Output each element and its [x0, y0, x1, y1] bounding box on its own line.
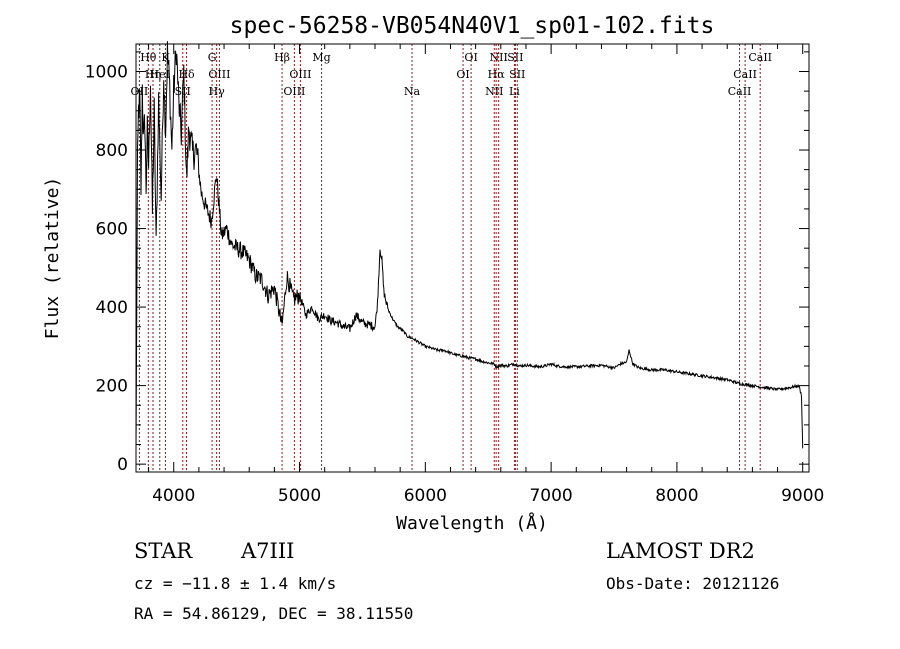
x-tick-label: 6000: [404, 486, 447, 506]
y-tick-label: 1000: [85, 62, 128, 82]
x-tick-label: 9000: [781, 486, 824, 506]
line-marker-label: CaII: [733, 68, 757, 81]
x-tick-label: 7000: [529, 486, 572, 506]
x-tick-label: 5000: [278, 486, 321, 506]
line-marker-label: Hα: [488, 68, 506, 81]
line-marker-label: CaII: [728, 85, 752, 98]
object-subclass: A7III: [241, 539, 295, 563]
axis-ticks: 4000 5000 6000 7000 8000 9000 0 200 400 600 800 100…: [85, 44, 824, 506]
line-marker-label: HeI: [150, 68, 170, 81]
y-tick-label: 600: [96, 220, 128, 240]
line-marker-label: OIII: [283, 85, 305, 98]
spectrum-line: [135, 41, 804, 451]
line-marker-label: Hδ: [178, 68, 195, 81]
line-marker-label: SII: [507, 51, 523, 64]
line-marker-label: NII: [485, 85, 503, 98]
object-class: STAR: [134, 539, 193, 563]
line-marker-label: G: [208, 51, 217, 64]
x-tick-label: 8000: [655, 486, 698, 506]
x-axis-label: Wavelength (Å): [396, 512, 548, 534]
plot-frame: [135, 43, 810, 473]
line-marker-label: K: [161, 51, 170, 64]
line-marker-label: CaII: [748, 51, 772, 64]
line-marker-label: Hη: [145, 68, 161, 81]
line-marker-label: Hγ: [209, 85, 226, 98]
line-marker-label: OI: [464, 51, 477, 64]
line-marker-label: OIII: [289, 68, 311, 81]
x-tick-label: 4000: [152, 486, 195, 506]
line-marker-label: OI: [456, 68, 469, 81]
y-tick-label: 400: [96, 298, 128, 318]
line-marker-label: Hθ: [140, 51, 157, 64]
y-tick-label: 0: [117, 455, 128, 475]
redshift-text: cz = −11.8 ± 1.4 km/s: [134, 574, 337, 593]
line-marker-label: Na: [404, 85, 421, 98]
obs-date-text: Obs-Date: 20121126: [606, 574, 780, 593]
y-axis-label: Flux (relative): [42, 177, 63, 340]
line-marker-label: OIII: [208, 68, 230, 81]
line-marker-label: Mg: [312, 51, 330, 64]
line-marker-label: Hβ: [274, 51, 290, 64]
spectrum-series: [135, 41, 804, 451]
line-marker-label: NII: [490, 51, 508, 64]
chart-title: spec-56258-VB054N40V1_sp01-102.fits: [230, 13, 715, 39]
survey-label: LAMOST DR2: [606, 539, 755, 563]
y-tick-label: 800: [96, 141, 128, 161]
y-tick-label: 200: [96, 377, 128, 397]
coordinates-text: RA = 54.86129, DEC = 38.11550: [134, 604, 414, 623]
line-marker-label: SII: [509, 68, 525, 81]
line-marker-label: Li: [509, 85, 520, 98]
